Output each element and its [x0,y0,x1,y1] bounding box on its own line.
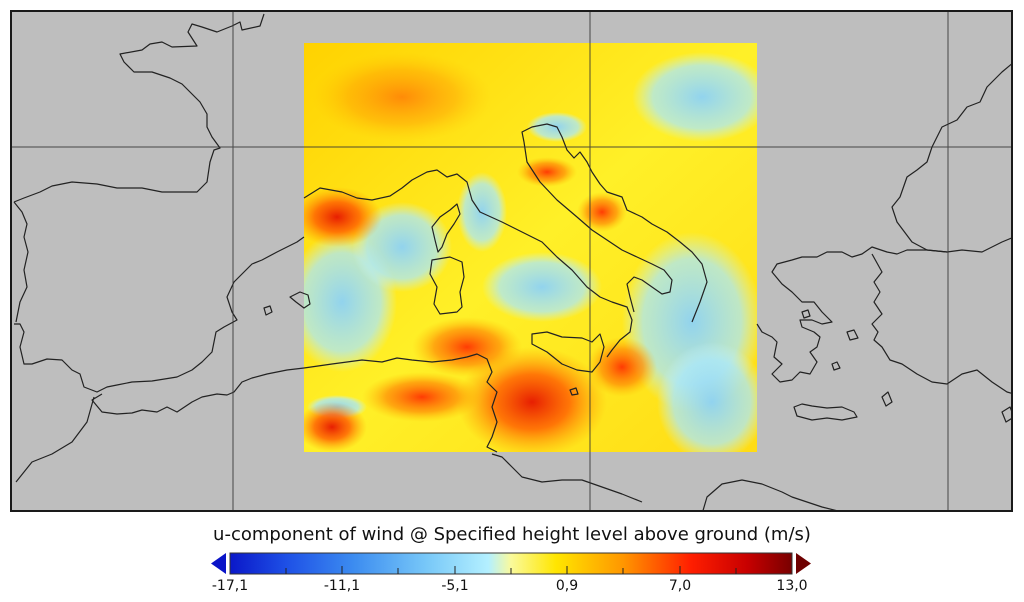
colorbar-title: u-component of wind @ Specified height l… [213,524,811,545]
colorbar-tick-label: 7,0 [668,578,692,594]
colorbar-tick-label: -5,1 [441,578,469,594]
wind-field-raster [304,43,757,452]
colorbar-ticks [285,566,737,574]
colorbar [211,552,811,575]
coastlines [13,13,1011,510]
colorbar-tick-label: 0,9 [555,578,579,594]
map-canvas[interactable] [12,12,1013,512]
colorbar-tick-label: -17,1 [211,578,249,594]
colorbar-over-arrow-icon [796,553,811,574]
map-panel[interactable] [10,10,1013,512]
colorbar-tick-label: 13,0 [776,578,808,594]
graticule [12,12,1011,510]
colorbar-tick-label: -11,1 [323,578,361,594]
colorbar-under-arrow-icon [211,553,226,574]
